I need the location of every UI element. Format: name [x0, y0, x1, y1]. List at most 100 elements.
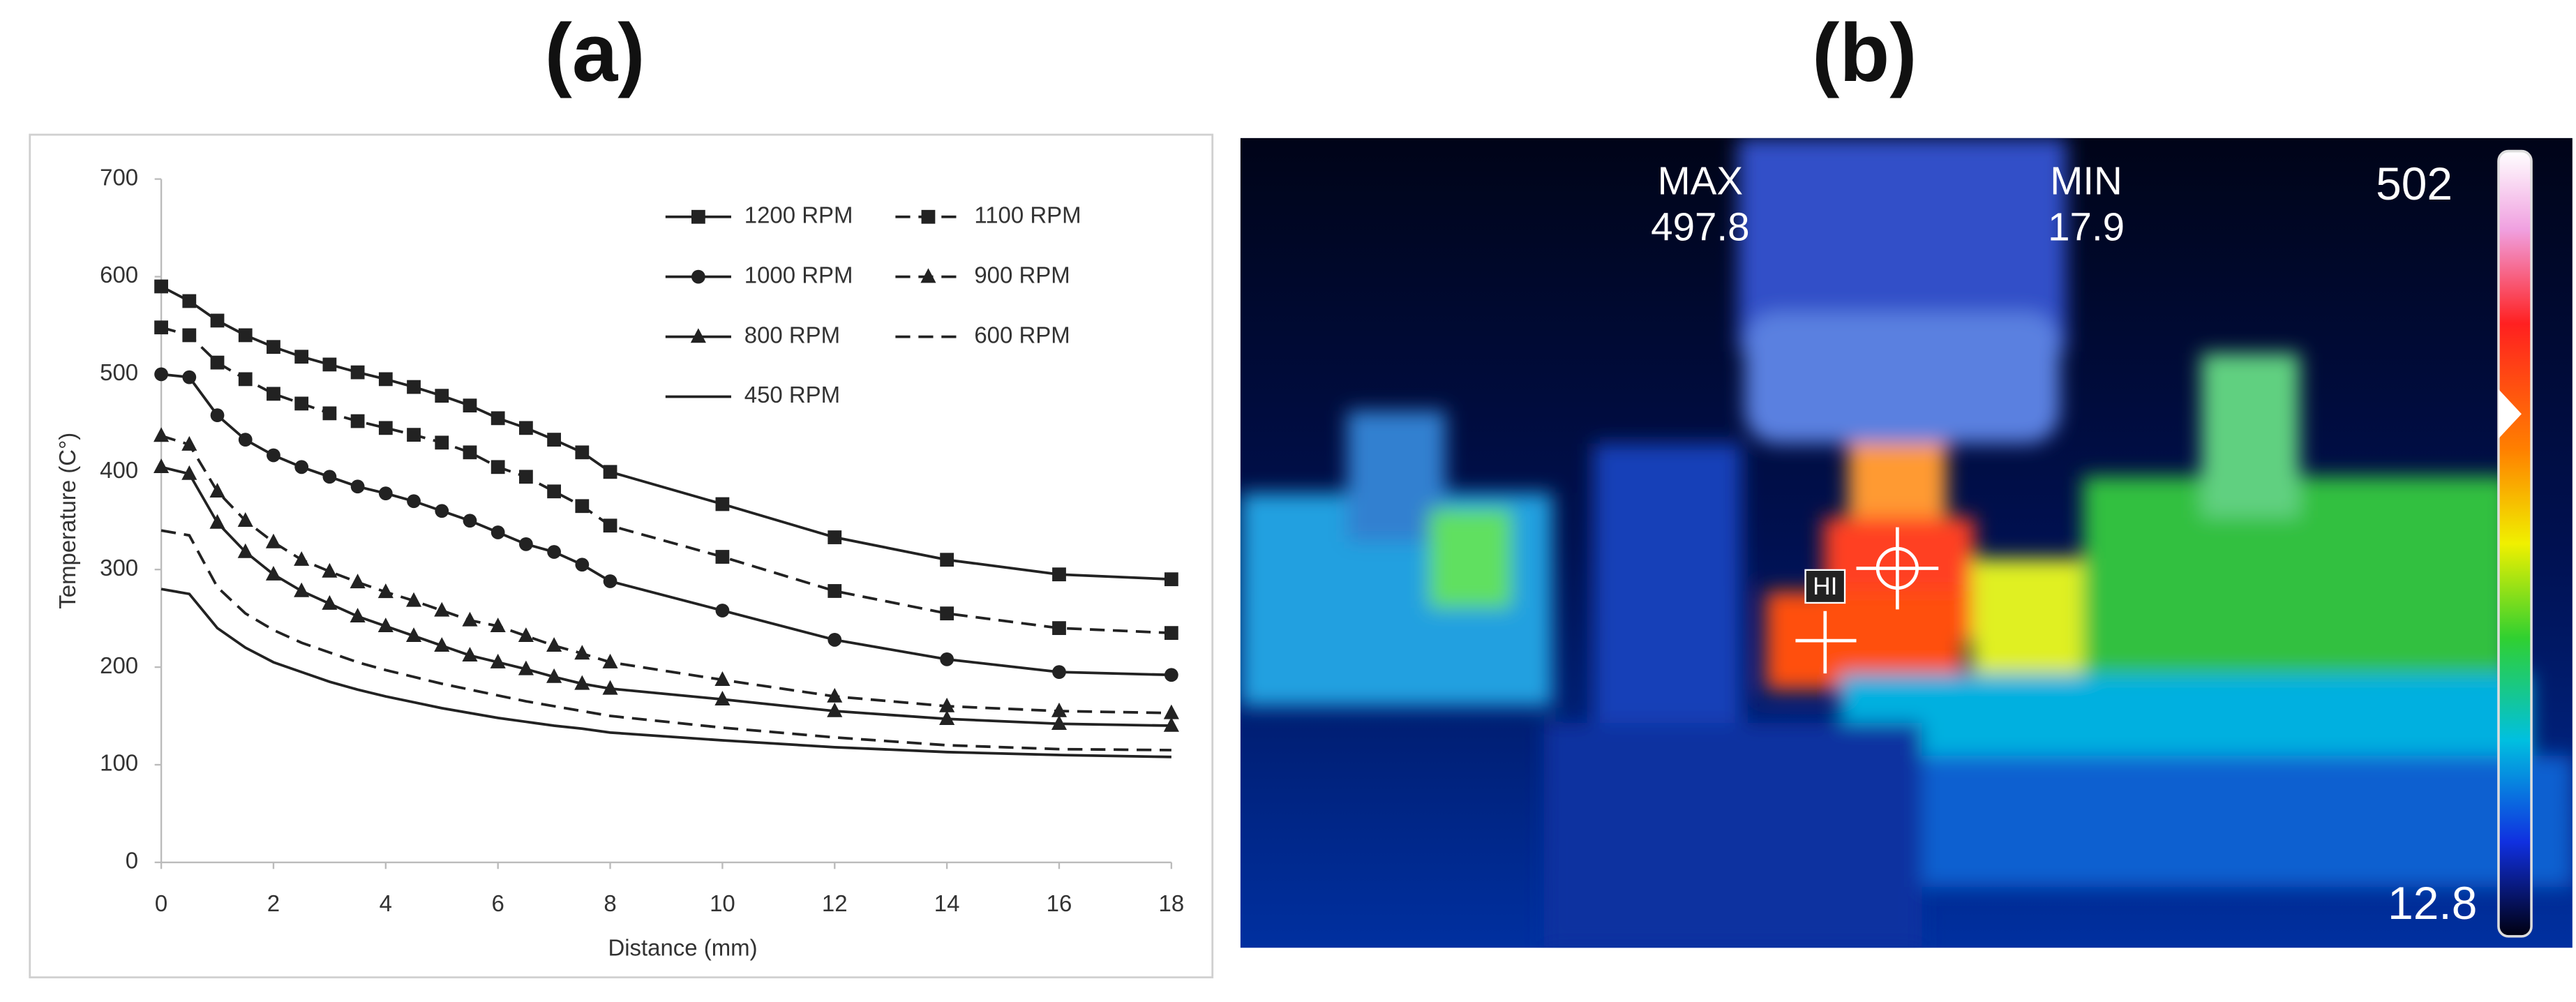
marker [714, 671, 731, 686]
legend-label: 1100 RPM [974, 202, 1081, 227]
marker [575, 499, 590, 514]
marker [407, 428, 421, 442]
legend-label: 600 RPM [974, 322, 1070, 347]
marker [546, 637, 562, 652]
marker [462, 647, 478, 662]
scale-top: 502 [2376, 158, 2453, 209]
marker [378, 372, 393, 387]
y-tick-label: 100 [100, 750, 138, 776]
marker [434, 637, 450, 652]
marker [547, 545, 561, 559]
line-chart: 0 100 200 300 400 500 600 700 0 2 4 6 8 10 12 14 16 18 Dis… [54, 164, 1184, 960]
marker [378, 421, 393, 435]
crosshair [1795, 527, 1939, 674]
marker [546, 668, 562, 683]
marker [237, 543, 253, 558]
x-tick-label: 4 [380, 890, 392, 916]
marker [209, 514, 225, 529]
y-tick-label: 600 [100, 262, 138, 287]
marker [238, 372, 253, 387]
series-line [160, 529, 1171, 752]
marker [153, 458, 170, 474]
x-tick-label: 6 [492, 890, 504, 916]
x-tick-label: 0 [155, 890, 167, 916]
marker [294, 582, 310, 597]
marker [519, 537, 533, 551]
marker [603, 465, 617, 479]
marker [377, 618, 394, 633]
marker [154, 279, 168, 294]
legend-label: 1000 RPM [744, 262, 853, 287]
marker [575, 445, 590, 460]
marker [715, 497, 730, 511]
marker [405, 592, 422, 607]
marker [350, 608, 366, 623]
thermal-image: HI MAX 497.8 MIN 17.9 502 12.8 [1240, 137, 2573, 948]
series-line [160, 285, 1171, 581]
legend-label: 1200 RPM [744, 202, 853, 227]
y-tick-label: 200 [100, 652, 138, 678]
max-value: 497.8 [1651, 204, 1749, 248]
marker [518, 660, 534, 675]
series-line [160, 326, 1171, 635]
marker [1164, 626, 1178, 641]
scale-pointer [2498, 389, 2522, 439]
max-label: MAX [1658, 159, 1743, 203]
x-tick-label: 16 [1047, 890, 1072, 916]
marker [603, 574, 617, 588]
marker [294, 396, 309, 411]
marker [267, 387, 280, 401]
marker [154, 367, 168, 382]
marker [463, 398, 477, 413]
marker [294, 350, 309, 364]
marker [491, 411, 505, 426]
marker [547, 433, 561, 447]
marker [490, 618, 506, 633]
marker [265, 533, 282, 548]
marker [435, 435, 449, 450]
marker [1164, 668, 1178, 682]
marker [828, 530, 842, 544]
marker [267, 448, 280, 463]
marker [265, 565, 282, 581]
y-tick-label: 0 [126, 848, 138, 874]
marker [827, 702, 843, 717]
marker [940, 606, 954, 621]
marker [1052, 567, 1066, 582]
marker [828, 584, 842, 598]
marker [181, 465, 197, 480]
marker [939, 697, 955, 712]
series-line [160, 465, 1171, 727]
y-tick-label: 300 [100, 555, 138, 581]
marker [1051, 702, 1068, 717]
x-tick-label: 18 [1159, 890, 1185, 916]
marker [405, 627, 422, 643]
marker [322, 595, 338, 610]
marker [182, 294, 197, 308]
scale-bottom: 12.8 [2388, 877, 2477, 929]
marker [322, 406, 337, 421]
marker [435, 504, 449, 518]
marker [940, 652, 954, 666]
marker [294, 551, 310, 566]
marker [519, 470, 533, 484]
legend-label: 450 RPM [744, 382, 840, 407]
x-tick-label: 2 [267, 890, 280, 916]
marker [350, 365, 365, 380]
legend-marker [691, 269, 705, 284]
marker [602, 653, 618, 668]
marker [154, 320, 168, 335]
y-tick-label: 700 [100, 164, 138, 190]
x-axis-label: Distance (mm) [608, 934, 757, 960]
color-scale [2497, 149, 2533, 938]
marker [407, 380, 421, 394]
legend-marker [690, 328, 706, 343]
marker [827, 687, 843, 703]
series-line [160, 434, 1171, 715]
marker [575, 558, 590, 572]
marker [350, 414, 365, 428]
marker [209, 483, 225, 498]
legend-label: 800 RPM [744, 322, 840, 347]
marker [490, 653, 506, 668]
